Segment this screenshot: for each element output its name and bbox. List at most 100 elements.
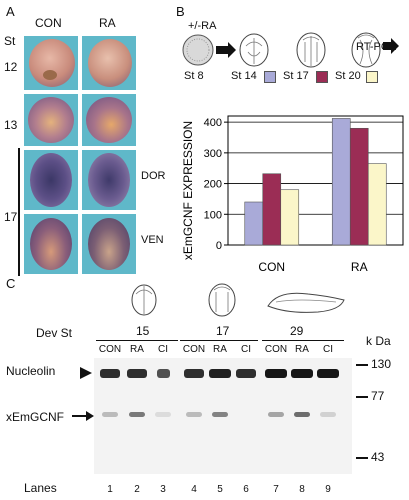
xemgcnf-band xyxy=(238,412,254,417)
bar-ra-series-1 xyxy=(331,118,351,246)
st17-swatch xyxy=(316,71,328,83)
lane-condition-label: CI xyxy=(323,344,333,355)
xemgcnf-arrow-icon xyxy=(72,415,88,417)
stage-15-underline xyxy=(96,340,178,341)
st17-label: St 17 xyxy=(283,70,309,82)
st20-label: St 20 xyxy=(335,70,361,82)
xemgcnf-band xyxy=(320,412,336,417)
nucleolin-band xyxy=(291,369,313,378)
xemgcnf-band xyxy=(294,412,310,417)
lane-number: 4 xyxy=(191,484,197,495)
embryo-con-st12 xyxy=(24,36,78,90)
lane-condition-label: RA xyxy=(295,344,309,355)
x-category-label: RA xyxy=(351,260,368,274)
lane-number: 9 xyxy=(325,484,331,495)
marker-130-label: 130 xyxy=(371,357,392,371)
bar-con-series-2 xyxy=(262,173,282,246)
col-con-label: CON xyxy=(35,16,62,30)
panel-a-label: A xyxy=(6,4,15,19)
y-tick-label: 400 xyxy=(204,117,222,129)
embryo-ra-st17-ventral xyxy=(82,214,136,274)
lane-condition-label: RA xyxy=(130,344,144,355)
marker-77-label: 77 xyxy=(371,389,385,403)
st29-embryo-drawing xyxy=(267,292,345,313)
lane-condition-label: CON xyxy=(182,344,206,355)
marker-130-tick xyxy=(356,364,368,366)
nucleolin-band xyxy=(156,369,170,378)
stage-header: St xyxy=(4,34,16,48)
stage-12-label: 12 xyxy=(4,60,18,74)
nucleolin-band xyxy=(184,369,204,378)
st14-label: St 14 xyxy=(231,70,257,82)
nucleolin-band xyxy=(236,369,256,378)
western-blot-gel xyxy=(94,358,352,474)
lane-number: 7 xyxy=(273,484,279,495)
lane-condition-label: RA xyxy=(213,344,227,355)
lane-condition-label: CON xyxy=(98,344,122,355)
bar-con-series-1 xyxy=(244,201,264,246)
st20-embryo-drawing xyxy=(351,32,381,68)
lane-number: 8 xyxy=(299,484,305,495)
marker-43-label: 43 xyxy=(371,450,385,464)
arrow-icon-2 xyxy=(383,38,399,54)
stage-17-underline xyxy=(180,340,258,341)
stage-13-label: 13 xyxy=(4,118,18,132)
kda-header: k Da xyxy=(366,334,391,348)
xemgcnf-band xyxy=(212,412,228,417)
lane-number: 2 xyxy=(134,484,140,495)
xemgcnf-arrowhead-icon xyxy=(86,411,94,421)
panel-c-label: C xyxy=(6,276,16,291)
lane-number: 5 xyxy=(217,484,223,495)
stage-17-header: 17 xyxy=(216,324,230,338)
embryo-ra-st17-dorsal xyxy=(82,150,136,210)
stage-diagram xyxy=(182,32,399,68)
panel-b-label: B xyxy=(176,4,185,19)
st8-label: St 8 xyxy=(184,70,204,82)
nucleolin-band xyxy=(100,369,120,378)
xemgcnf-band xyxy=(186,412,202,417)
lane-number: 1 xyxy=(107,484,113,495)
lane-number: 6 xyxy=(243,484,249,495)
arrow-icon xyxy=(216,42,236,58)
marker-43-tick xyxy=(356,457,368,459)
nucleolin-arrowhead-icon xyxy=(80,367,92,379)
expression-bar-chart: 0 100 200 300 400 CON RA xEmGCNF EXPRESSION xyxy=(181,115,404,274)
nucleolin-band xyxy=(127,369,147,378)
stage-15-header: 15 xyxy=(136,324,150,338)
lane-condition-label: CON xyxy=(264,344,288,355)
xemgcnf-band xyxy=(102,412,118,417)
row-ventral-label: VEN xyxy=(141,234,164,246)
y-tick-label: 300 xyxy=(204,148,222,160)
treatment-label: +/-RA xyxy=(188,20,217,32)
x-category-label: CON xyxy=(258,260,285,274)
nucleolin-label: Nucleolin xyxy=(6,364,56,378)
lanes-label: Lanes xyxy=(24,481,57,495)
stage-29-underline xyxy=(262,340,344,341)
embryo-ra-st12 xyxy=(82,36,136,90)
marker-77-tick xyxy=(356,396,368,398)
xemgcnf-label: xEmGCNF xyxy=(6,410,64,424)
stage-29-header: 29 xyxy=(290,324,304,338)
col-ra-label: RA xyxy=(99,16,116,30)
embryo-con-st13 xyxy=(24,94,78,146)
lane-condition-label: CI xyxy=(158,344,168,355)
st17-gel-embryo-drawing xyxy=(208,283,236,317)
xemgcnf-band xyxy=(129,412,145,417)
nucleolin-band xyxy=(209,369,231,378)
stage-embryo-drawings xyxy=(131,283,345,317)
embryo-con-st17-dorsal xyxy=(24,150,78,210)
embryo-ra-st13 xyxy=(82,94,136,146)
dev-stage-label: Dev St xyxy=(36,326,73,340)
lane-number: 3 xyxy=(160,484,166,495)
stage-17-bracket xyxy=(18,148,20,276)
bar-ra-series-2 xyxy=(349,127,369,246)
bar-ra-series-3 xyxy=(367,163,387,246)
nucleolin-band xyxy=(265,369,287,378)
y-axis-label: xEmGCNF EXPRESSION xyxy=(181,121,195,260)
row-dorsal-label: DOR xyxy=(141,170,166,182)
y-tick-label: 0 xyxy=(216,240,222,252)
st14-swatch xyxy=(264,71,276,83)
xemgcnf-band xyxy=(155,412,171,417)
embryo-con-st17-ventral xyxy=(24,214,78,274)
stage-17-label: 17 xyxy=(4,210,18,224)
